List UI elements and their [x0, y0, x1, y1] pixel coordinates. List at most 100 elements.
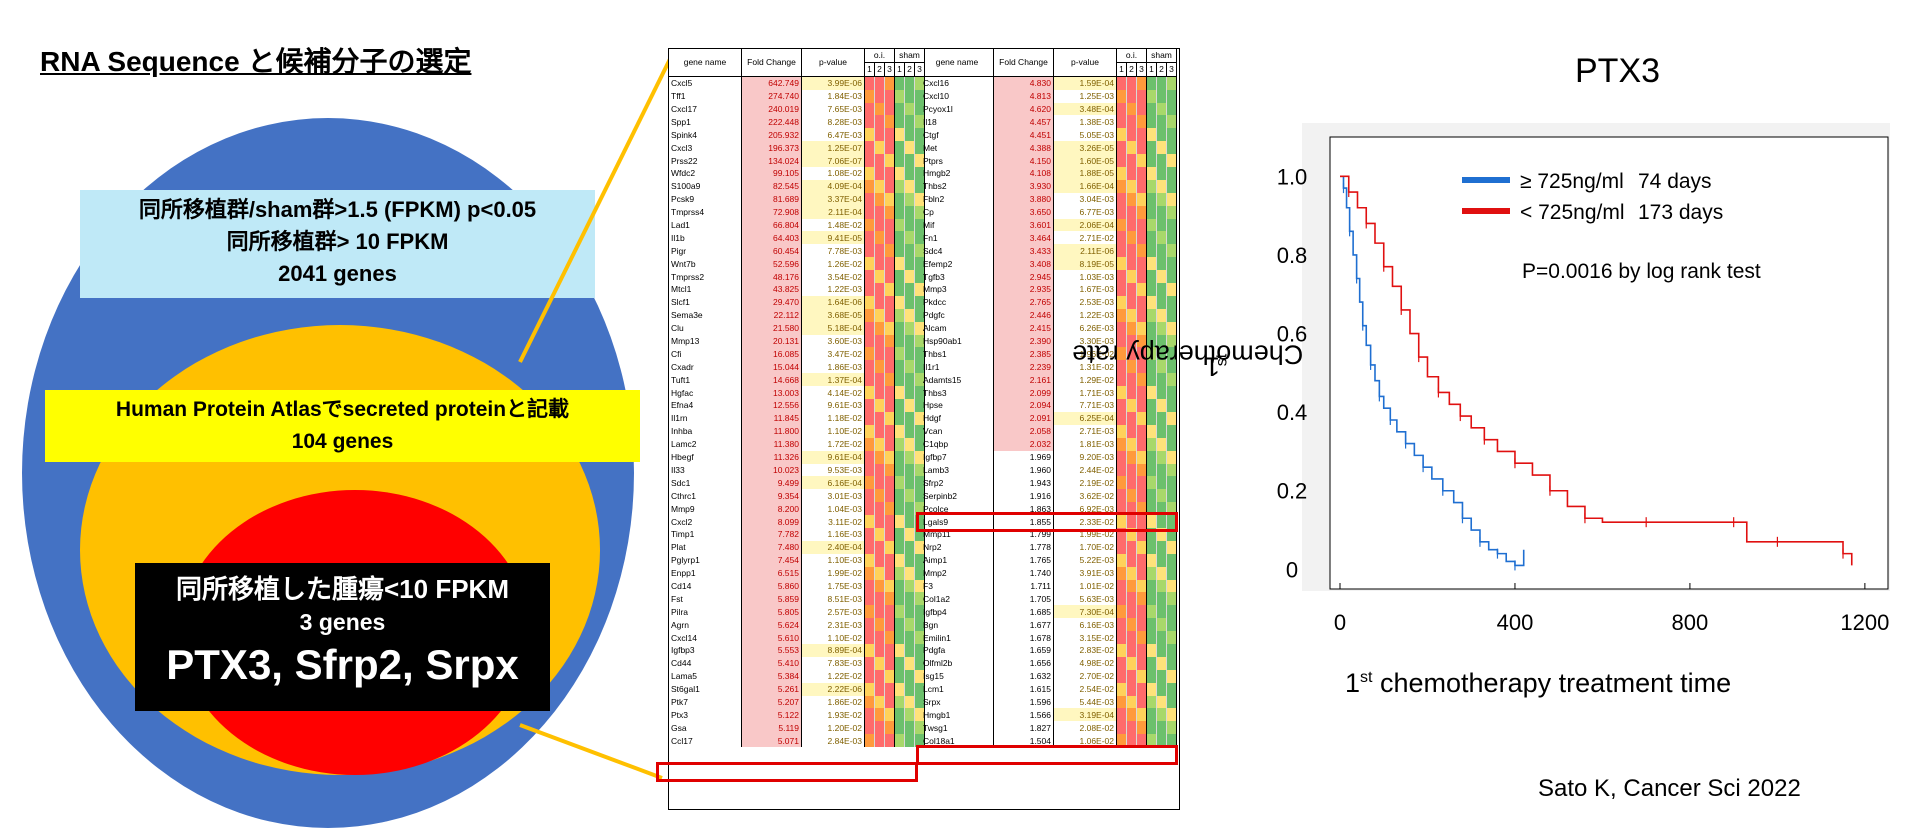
fold-change-cell: 7.454 — [741, 553, 802, 567]
heatmap-cell-sham — [1166, 643, 1177, 657]
heatmap-cell-oi — [864, 192, 875, 206]
fold-change-cell: 8.099 — [741, 515, 802, 528]
heatmap-cell-sham — [904, 192, 915, 206]
pvalue-cell: 1.10E-02 — [801, 631, 865, 644]
table-row: Cxcl14 5.610 1.10E-02 — [669, 631, 925, 644]
gene-name-cell: Lamc2 — [669, 437, 742, 451]
middle-gene-count: 104 genes — [291, 430, 394, 453]
gene-name-cell: Il1rn — [669, 411, 742, 425]
pvalue-cell: 1.48E-02 — [801, 218, 865, 232]
heatmap-cell-sham — [1166, 695, 1177, 709]
heatmap-cell-sham — [894, 566, 905, 580]
heatmap-cell-oi — [864, 708, 875, 722]
highlight-sfrp2 — [916, 512, 1178, 532]
gene-name-cell: Il18 — [921, 115, 994, 129]
heatmap-cell-sham — [1166, 540, 1177, 554]
table-row: Wfdc2 99.105 1.08E-02 — [669, 167, 925, 180]
table-row: Efemp2 3.408 8.19E-05 — [921, 257, 1177, 271]
gene-name-cell: Clu — [669, 321, 742, 335]
heatmap-cell-sham — [1146, 399, 1157, 412]
table-row: Ctgf 4.451 5.05E-03 — [921, 128, 1177, 142]
heatmap-cell-sham — [1146, 502, 1157, 516]
heatmap-cell-sham — [1146, 321, 1157, 335]
fold-change-cell: 5.410 — [741, 656, 802, 670]
heatmap-cell-oi — [874, 218, 885, 232]
fold-change-cell: 2.945 — [993, 270, 1054, 284]
heatmap-cell-oi — [1126, 463, 1137, 477]
fold-change-cell: 99.105 — [741, 167, 802, 180]
heatmap-cell-sham — [894, 373, 905, 387]
table-row: Pcolce 1.863 6.92E-03 — [921, 502, 1177, 516]
highlight-srpx — [916, 745, 1178, 765]
heatmap-cell-oi — [864, 231, 875, 245]
pvalue-cell: 7.06E-07 — [801, 154, 865, 168]
heatmap-cell-oi — [1126, 669, 1137, 683]
heatmap-cell-sham — [894, 270, 905, 284]
pvalue-cell: 5.63E-03 — [1053, 592, 1117, 606]
highlight-ptx3 — [656, 762, 918, 782]
heatmap-cell-oi — [864, 515, 875, 528]
heatmap-cell-sham — [904, 489, 915, 503]
heatmap-cell-sham — [904, 721, 915, 735]
pvalue-cell: 3.15E-02 — [1053, 631, 1117, 644]
heatmap-cell-sham — [904, 618, 915, 632]
heatmap-cell-oi — [864, 244, 875, 258]
heatmap-cell-oi — [874, 76, 885, 90]
heatmap-cell-oi — [874, 386, 885, 400]
table-row: Cxadr 15.044 1.86E-03 — [669, 360, 925, 374]
heatmap-cell-sham — [1146, 218, 1157, 232]
header-gene: gene name — [669, 49, 742, 77]
table-row: Pkdcc 2.765 2.53E-03 — [921, 295, 1177, 309]
table-row: Il18 4.457 1.38E-03 — [921, 115, 1177, 129]
heatmap-cell-sham — [904, 682, 915, 696]
heatmap-cell-sham — [1146, 102, 1157, 116]
fold-change-cell: 3.433 — [993, 244, 1054, 258]
heatmap-cell-sham — [1166, 360, 1177, 374]
heatmap-cell-sham — [1166, 721, 1177, 735]
pvalue-cell: 9.20E-03 — [1053, 450, 1117, 464]
heatmap-cell-oi — [1126, 283, 1137, 296]
heatmap-cell-sham — [904, 295, 915, 309]
table-row: C1qbp 2.032 1.81E-03 — [921, 437, 1177, 451]
heatmap-cell-oi — [864, 489, 875, 503]
pvalue-cell: 1.99E-02 — [801, 566, 865, 580]
heatmap-cell-sham — [1166, 411, 1177, 425]
heatmap-cell-sham — [1146, 283, 1157, 296]
heatmap-cell-oi — [1116, 128, 1127, 142]
table-row: Mmp2 1.740 3.91E-03 — [921, 566, 1177, 580]
heatmap-cell-oi — [874, 592, 885, 606]
pvalue-cell: 1.66E-04 — [1053, 179, 1117, 193]
legend-value-low: 173 days — [1638, 201, 1723, 224]
gene-name-cell: Cxcl3 — [669, 141, 742, 155]
pvalue-cell: 7.83E-03 — [801, 656, 865, 670]
heatmap-cell-oi — [864, 656, 875, 670]
heatmap-cell-sham — [1156, 437, 1167, 451]
pvalue-cell: 2.11E-04 — [801, 205, 865, 219]
heatmap-cell-oi — [1116, 437, 1127, 451]
pvalue-cell: 1.22E-03 — [801, 283, 865, 296]
heatmap-cell-sham — [1156, 566, 1167, 580]
heatmap-cell-sham — [894, 141, 905, 155]
heatmap-cell-sham — [904, 579, 915, 593]
heatmap-cell-oi — [874, 527, 885, 541]
heatmap-cell-sham — [1156, 618, 1167, 632]
heatmap-cell-sham — [1156, 553, 1167, 567]
pvalue-cell: 8.19E-05 — [1053, 257, 1117, 271]
heatmap-cell-sham — [894, 115, 905, 129]
heatmap-cell-sham — [1166, 128, 1177, 142]
table-row: Met 4.388 3.26E-05 — [921, 141, 1177, 155]
gene-name-cell: Hdgf — [921, 411, 994, 425]
heatmap-cell-sham — [1156, 734, 1167, 748]
gene-name-cell: Efna4 — [669, 399, 742, 412]
table-row: Tgfb3 2.945 1.03E-03 — [921, 270, 1177, 284]
table-row: Il33 10.023 9.53E-03 — [669, 463, 925, 477]
heatmap-cell-sham — [894, 179, 905, 193]
heatmap-cell-sham — [894, 476, 905, 490]
heatmap-cell-oi — [1126, 89, 1137, 103]
heatmap-cell-sham — [904, 592, 915, 606]
heatmap-cell-oi — [1116, 218, 1127, 232]
heatmap-cell-oi — [874, 437, 885, 451]
pvalue-cell: 9.41E-05 — [801, 231, 865, 245]
heatmap-cell-sham — [1166, 463, 1177, 477]
heatmap-cell-oi — [1126, 179, 1137, 193]
